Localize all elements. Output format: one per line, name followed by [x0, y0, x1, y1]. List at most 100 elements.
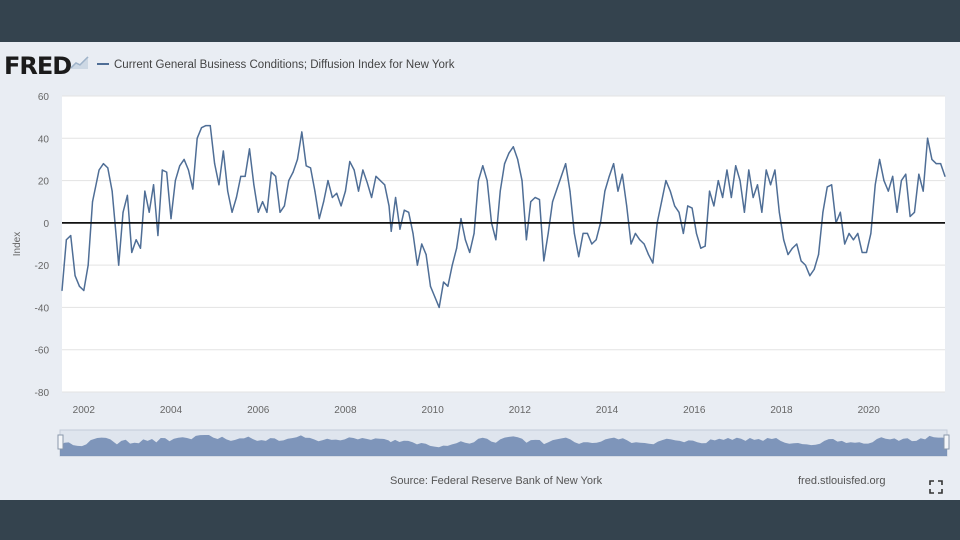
data-point: [270, 171, 272, 173]
chart-legend: Current General Business Conditions; Dif…: [97, 59, 455, 71]
series-line: [61, 124, 946, 309]
data-point: [111, 190, 113, 192]
fred-logo[interactable]: FRED: [4, 52, 72, 80]
data-point: [565, 163, 567, 165]
data-point: [98, 169, 100, 171]
data-point: [538, 199, 541, 201]
data-point: [309, 167, 312, 169]
navigator-right-handle[interactable]: [943, 434, 950, 450]
data-point: [412, 232, 414, 235]
data-point: [78, 285, 81, 287]
data-point: [787, 253, 789, 256]
data-point: [362, 169, 364, 171]
data-point: [118, 264, 120, 266]
data-point: [87, 264, 89, 266]
data-point: [429, 285, 432, 287]
data-point: [678, 211, 680, 213]
data-point: [800, 260, 802, 262]
data-point: [438, 306, 440, 309]
data-point: [708, 190, 711, 192]
data-point: [578, 256, 580, 258]
data-point: [713, 205, 715, 207]
data-point: [375, 175, 377, 177]
x-tick-label: 2018: [770, 405, 793, 416]
data-point: [61, 289, 63, 292]
data-point: [613, 163, 615, 165]
y-tick-label: -40: [35, 303, 50, 314]
y-tick-label: -20: [35, 261, 50, 272]
data-point: [473, 232, 475, 235]
data-point: [305, 165, 307, 167]
source-credit: Source: Federal Reserve Bank of New York: [390, 475, 603, 487]
data-point: [512, 146, 514, 148]
navigator-area: [60, 435, 947, 456]
navigator-left-handle[interactable]: [57, 434, 64, 450]
data-point: [91, 201, 94, 203]
site-link[interactable]: fred.stlouisfed.org: [798, 475, 886, 487]
data-point: [909, 215, 911, 218]
data-point: [665, 179, 667, 182]
data-point: [166, 171, 168, 173]
data-point: [477, 179, 480, 182]
data-point: [765, 169, 767, 171]
data-point: [717, 179, 719, 182]
data-point: [735, 165, 737, 167]
data-point: [115, 239, 118, 241]
data-point: [900, 179, 902, 182]
data-point: [508, 152, 510, 154]
data-point: [482, 165, 484, 167]
data-point: [139, 247, 142, 249]
data-point: [887, 190, 889, 192]
data-point: [748, 169, 750, 171]
data-point: [517, 158, 519, 161]
data-point: [349, 160, 351, 163]
data-point: [783, 239, 785, 241]
data-point: [547, 232, 549, 235]
data-point: [83, 289, 85, 292]
y-tick-label: 0: [43, 219, 49, 230]
data-point: [761, 211, 763, 213]
fullscreen-icon[interactable]: [929, 480, 943, 494]
data-point: [244, 175, 246, 177]
data-point: [739, 179, 741, 182]
data-point: [331, 196, 333, 199]
data-point: [634, 232, 637, 235]
range-navigator[interactable]: [57, 429, 950, 457]
x-tick-label: 2008: [334, 405, 357, 416]
data-point: [809, 275, 811, 277]
data-point: [416, 264, 418, 266]
data-point: [248, 148, 251, 150]
data-point: [235, 196, 238, 199]
data-point: [240, 175, 242, 177]
data-point: [122, 211, 124, 213]
data-point: [196, 137, 198, 139]
data-point: [660, 201, 663, 203]
data-point: [826, 186, 828, 188]
data-point: [218, 184, 220, 186]
data-point: [918, 173, 920, 175]
data-point: [626, 205, 628, 207]
data-point: [560, 175, 562, 177]
data-point: [336, 192, 338, 194]
data-point: [892, 175, 894, 177]
data-point: [595, 239, 597, 241]
data-point: [796, 243, 798, 245]
plot-area: [62, 96, 945, 392]
data-point: [144, 190, 146, 192]
data-point: [296, 158, 299, 161]
data-point: [209, 125, 211, 127]
data-point: [464, 239, 466, 241]
data-point: [682, 232, 684, 235]
data-point: [183, 158, 185, 161]
y-tick-labels: 60 40 20 0 -20 -40 -60 -80: [35, 92, 50, 399]
data-point: [283, 205, 285, 207]
data-point: [323, 201, 325, 203]
data-point: [257, 211, 259, 213]
data-point: [292, 171, 294, 173]
series-layer: [61, 124, 946, 309]
x-tick-label: 2016: [683, 405, 706, 416]
data-point: [905, 173, 907, 175]
x-tick-label: 2002: [73, 405, 96, 416]
data-point: [170, 218, 172, 220]
legend-line-swatch: [97, 62, 109, 65]
